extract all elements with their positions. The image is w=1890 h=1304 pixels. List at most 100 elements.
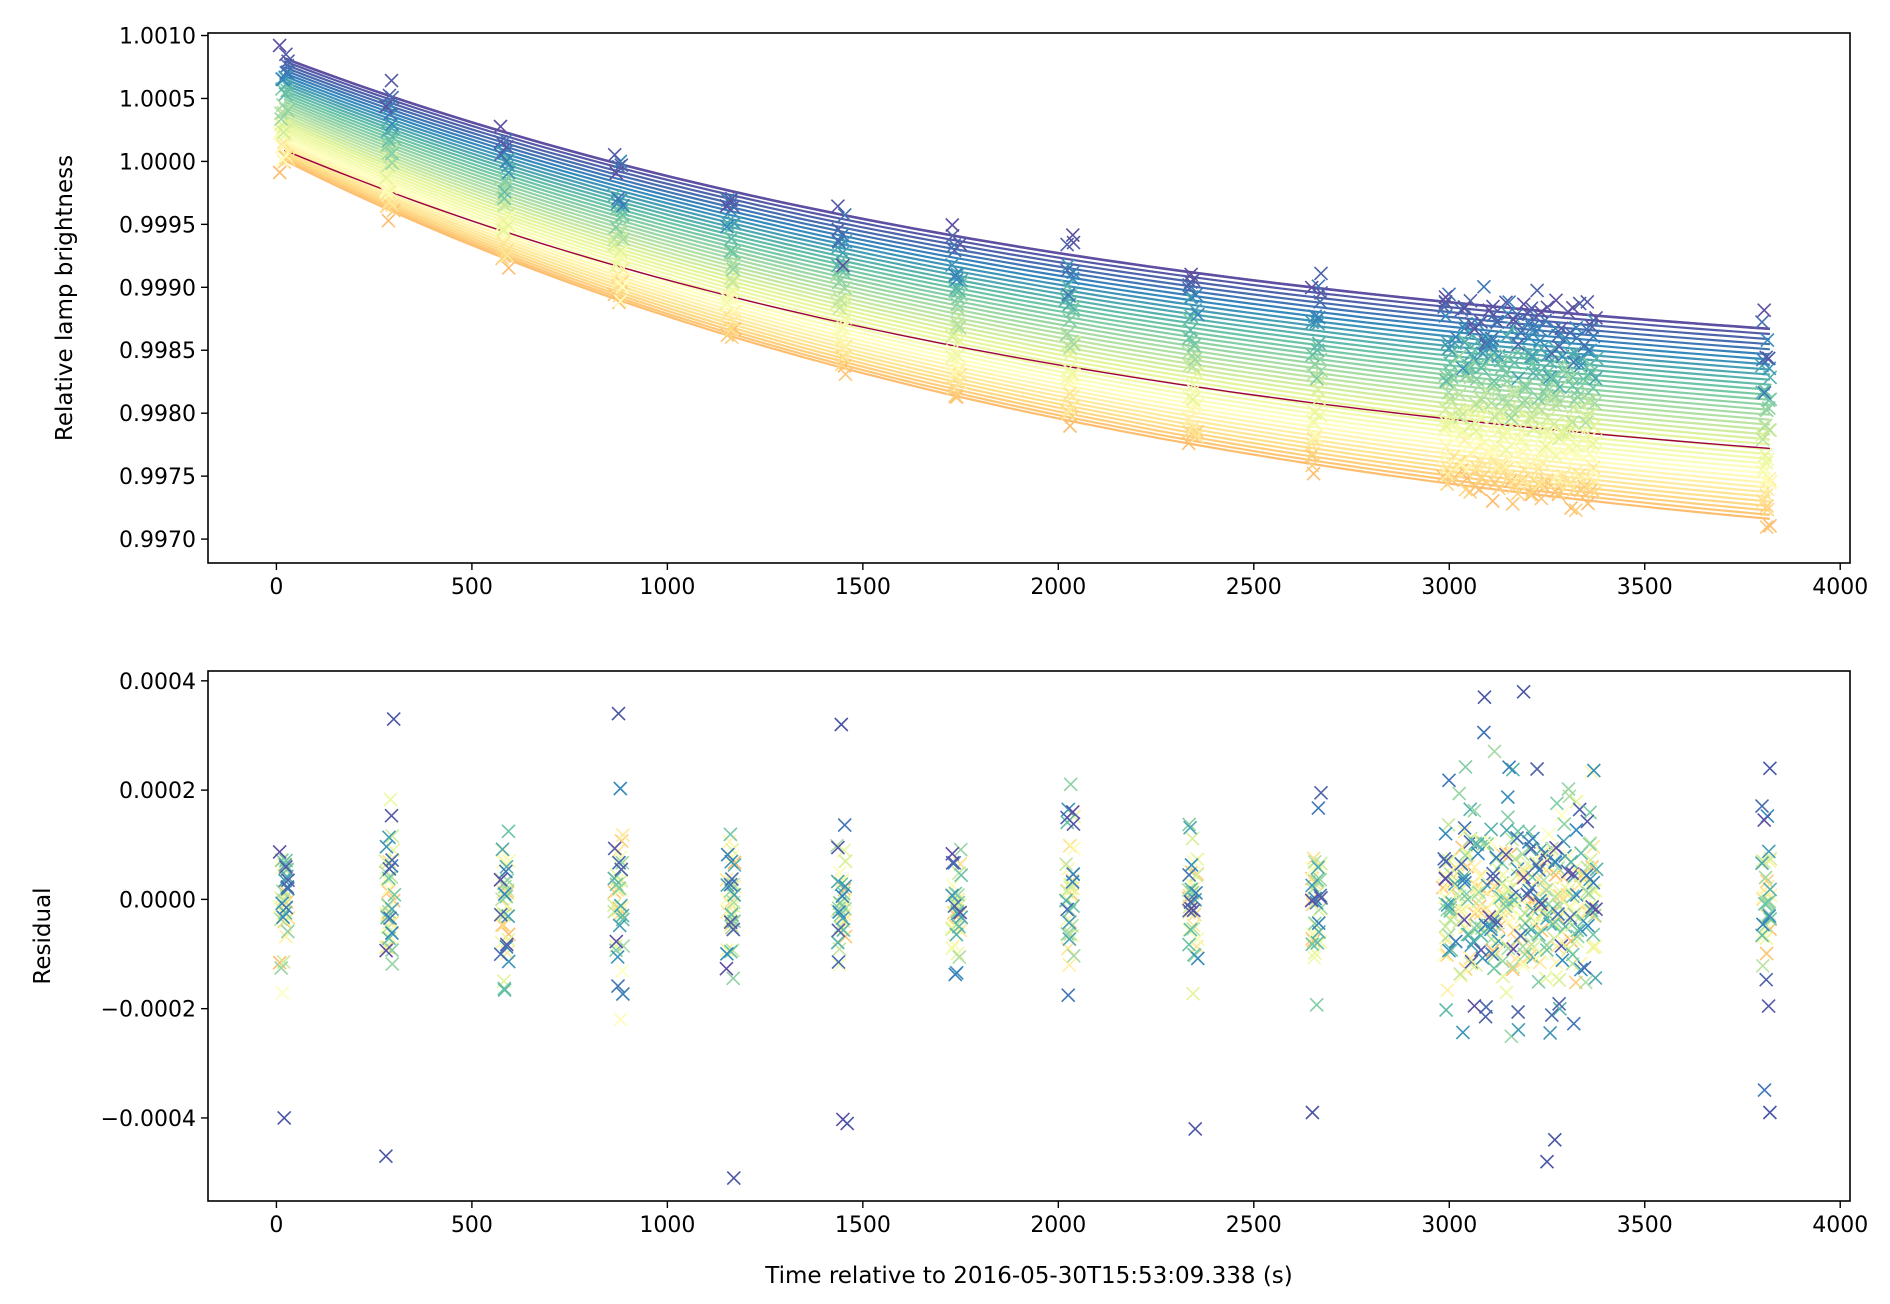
residual-marker: [835, 911, 850, 926]
residual-marker: [1495, 954, 1510, 969]
brightness-marker: [1485, 331, 1500, 346]
residual-marker: [381, 854, 397, 869]
residual-marker: [379, 872, 394, 887]
residual-outlier-marker: [1516, 684, 1531, 699]
x-tick-label: 4000: [1812, 575, 1868, 600]
brightness-marker: [1484, 395, 1499, 411]
brightness-marker: [1758, 418, 1773, 433]
residual-marker: [1582, 837, 1597, 852]
residual-marker: [1473, 905, 1488, 920]
residual-outlier-marker: [611, 706, 626, 721]
residual-marker: [1473, 870, 1488, 885]
residual-marker: [1531, 927, 1546, 942]
residual-marker: [1552, 1001, 1567, 1016]
residual-marker: [838, 879, 853, 894]
residual-marker: [1759, 874, 1775, 889]
fit-curve: [283, 155, 1771, 512]
residual-marker: [1502, 760, 1517, 775]
brightness-marker: [953, 237, 968, 252]
brightness-marker: [1483, 335, 1498, 350]
residual-marker: [1498, 847, 1514, 862]
brightness-marker: [1307, 405, 1322, 420]
residual-marker: [1563, 910, 1578, 925]
brightness-marker: [614, 158, 629, 173]
residual-marker: [614, 862, 629, 877]
residual-marker: [382, 861, 397, 876]
residual-marker: [720, 877, 735, 893]
residual-marker: [1441, 817, 1456, 832]
brightness-marker: [493, 147, 508, 162]
brightness-marker: [834, 357, 849, 372]
residual-marker: [1499, 985, 1514, 1000]
residual-marker: [1468, 903, 1483, 919]
residual-markers: [272, 684, 1778, 1186]
brightness-marker: [381, 213, 396, 228]
brightness-marker: [1517, 393, 1532, 408]
y-tick-label: 0.0004: [119, 670, 196, 695]
residual-marker: [495, 842, 510, 857]
brightness-marker: [1544, 391, 1559, 406]
brightness-marker: [1552, 395, 1567, 410]
brightness-marker: [1438, 290, 1453, 305]
brightness-marker: [1562, 371, 1577, 386]
residual-marker: [384, 902, 400, 917]
residual-marker: [1541, 827, 1556, 842]
residual-marker: [1454, 856, 1469, 872]
residual-marker: [945, 846, 960, 861]
residual-marker: [1066, 841, 1082, 856]
residual-marker: [383, 792, 398, 807]
brightness-marker: [382, 88, 397, 103]
brightness-marker: [1305, 458, 1320, 473]
residual-marker: [1754, 856, 1770, 871]
brightness-marker: [1463, 293, 1478, 308]
brightness-marker: [1552, 339, 1567, 354]
residual-marker: [1539, 942, 1554, 958]
residual-marker: [831, 923, 846, 938]
residual-marker: [838, 854, 853, 869]
residual-marker: [1307, 927, 1322, 942]
brightness-marker: [1576, 371, 1591, 387]
residual-marker: [1532, 893, 1548, 908]
brightness-marker: [1486, 374, 1502, 389]
residual-marker: [615, 855, 630, 870]
residual-marker: [278, 859, 293, 874]
brightness-marker: [498, 133, 513, 148]
fit-curve: [283, 95, 1770, 396]
residual-marker: [613, 781, 628, 796]
brightness-marker: [1062, 313, 1077, 328]
residual-marker: [385, 943, 400, 958]
brightness-marker: [1759, 350, 1774, 365]
brightness-marker: [1576, 424, 1591, 439]
residual-marker: [1453, 966, 1468, 981]
residual-marker: [1484, 822, 1499, 837]
residual-marker: [1467, 803, 1482, 818]
residual-marker: [493, 907, 508, 922]
brightness-marker: [379, 199, 394, 214]
brightness-marker: [1183, 323, 1198, 338]
residual-marker: [1313, 785, 1329, 800]
x-tick-label: 1000: [639, 1213, 695, 1238]
residual-marker: [1457, 875, 1472, 890]
residual-marker: [725, 849, 740, 864]
brightness-marker: [615, 198, 630, 213]
brightness-marker: [1565, 378, 1580, 393]
brightness-marker: [1586, 465, 1601, 480]
brightness-marker: [1569, 438, 1584, 453]
brightness-marker: [1186, 377, 1201, 392]
x-tick-label: 4000: [1812, 1213, 1868, 1238]
brightness-marker: [1755, 385, 1770, 400]
residual-marker: [499, 939, 514, 954]
brightness-marker: [1469, 372, 1484, 387]
brightness-marker: [719, 219, 734, 234]
residual-marker: [1761, 844, 1776, 859]
residual-marker: [1554, 808, 1569, 823]
residual-marker: [607, 871, 622, 886]
brightness-marker: [1588, 371, 1603, 386]
residual-marker: [1438, 826, 1453, 841]
fit-curve: [283, 86, 1770, 381]
residual-marker: [1490, 915, 1505, 930]
brightness-marker: [1585, 437, 1600, 452]
residual-marker: [379, 943, 394, 958]
residual-marker: [830, 935, 845, 950]
residual-marker: [1522, 949, 1537, 964]
